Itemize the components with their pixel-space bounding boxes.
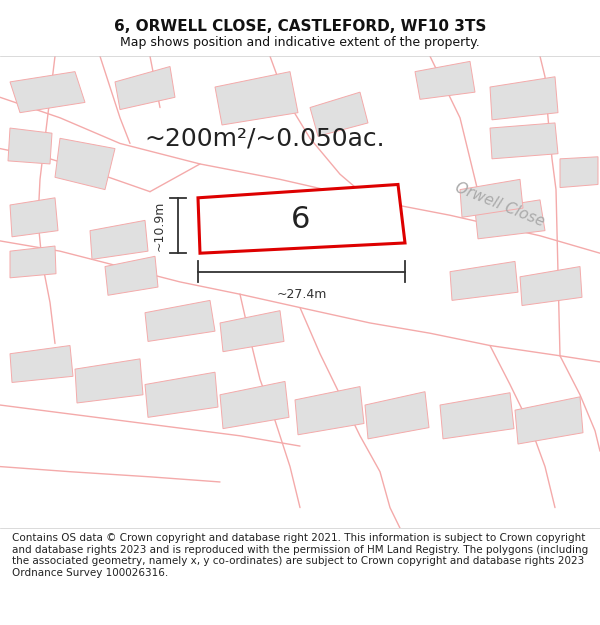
Text: 6, ORWELL CLOSE, CASTLEFORD, WF10 3TS: 6, ORWELL CLOSE, CASTLEFORD, WF10 3TS [114, 19, 486, 34]
Polygon shape [365, 392, 429, 439]
Polygon shape [10, 198, 58, 237]
Polygon shape [295, 386, 364, 435]
Polygon shape [10, 246, 56, 278]
Polygon shape [105, 256, 158, 295]
Polygon shape [90, 221, 148, 259]
Polygon shape [310, 92, 368, 136]
Polygon shape [475, 200, 545, 239]
Text: 6: 6 [290, 205, 310, 234]
Text: Map shows position and indicative extent of the property.: Map shows position and indicative extent… [120, 36, 480, 49]
Text: Contains OS data © Crown copyright and database right 2021. This information is : Contains OS data © Crown copyright and d… [12, 533, 588, 578]
Polygon shape [215, 72, 298, 125]
Polygon shape [220, 311, 284, 352]
Polygon shape [460, 179, 523, 218]
Polygon shape [75, 359, 143, 403]
Polygon shape [415, 61, 475, 99]
Polygon shape [8, 128, 52, 164]
Text: ~27.4m: ~27.4m [277, 288, 326, 301]
Text: ~200m²/~0.050ac.: ~200m²/~0.050ac. [145, 126, 385, 151]
Text: Orwell Close: Orwell Close [453, 180, 547, 230]
Polygon shape [55, 138, 115, 189]
Polygon shape [440, 392, 514, 439]
Polygon shape [560, 157, 598, 188]
Polygon shape [10, 346, 73, 382]
Polygon shape [450, 261, 518, 301]
Polygon shape [198, 184, 405, 253]
Polygon shape [220, 381, 289, 429]
Polygon shape [10, 72, 85, 112]
Polygon shape [520, 266, 582, 306]
Polygon shape [490, 77, 558, 120]
Polygon shape [115, 66, 175, 109]
Polygon shape [145, 301, 215, 341]
Polygon shape [145, 372, 218, 418]
Polygon shape [515, 397, 583, 444]
Text: ~10.9m: ~10.9m [153, 201, 166, 251]
Polygon shape [490, 123, 558, 159]
